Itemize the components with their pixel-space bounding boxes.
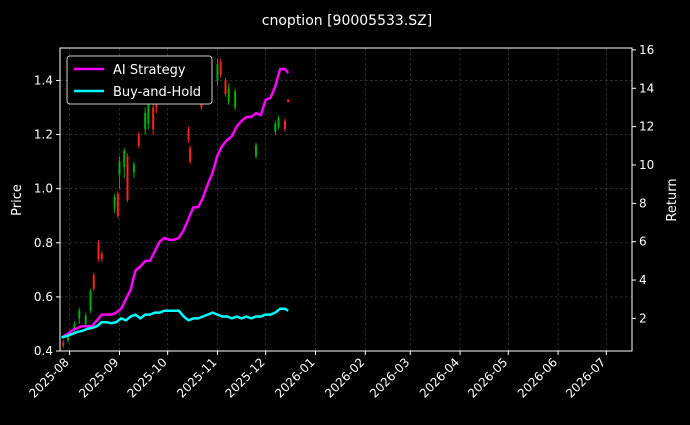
left-tick-label: 0.8 <box>34 236 53 250</box>
series-lines <box>60 67 290 339</box>
candle-body <box>89 291 92 311</box>
candle-body <box>126 156 129 200</box>
candle-body <box>187 129 190 140</box>
candle-body <box>283 121 286 130</box>
candle-body <box>97 242 100 260</box>
candle-body <box>152 107 155 130</box>
candle-body <box>219 61 222 76</box>
candle-body <box>189 148 192 162</box>
candle-body <box>255 145 258 157</box>
series-line-buy-and-hold <box>61 307 289 339</box>
right-tick-label: 6 <box>639 235 647 249</box>
candle-body <box>78 310 81 319</box>
right-tick-label: 12 <box>639 120 654 134</box>
right-tick-label: 2 <box>639 311 647 325</box>
candle-body <box>73 323 76 330</box>
left-tick-label: 1.0 <box>34 182 53 196</box>
left-tick-label: 0.4 <box>34 344 53 358</box>
candle-body <box>113 196 116 208</box>
legend-label-ai-strategy: AI Strategy <box>113 63 186 78</box>
right-tick-label: 16 <box>639 43 654 57</box>
candle-body <box>62 342 65 346</box>
chart-title: cnoption [90005533.SZ] <box>262 13 432 29</box>
candle-body <box>224 80 227 94</box>
candle-body <box>144 112 147 130</box>
legend-label-buy-and-hold: Buy-and-Hold <box>113 85 201 100</box>
right-tick-label: 4 <box>639 273 647 287</box>
candle-body <box>67 337 70 341</box>
candle-body <box>216 64 219 81</box>
candle-body <box>118 161 121 176</box>
right-tick-label: 8 <box>639 196 647 210</box>
right-axis-label: Return <box>665 178 680 221</box>
candle-body <box>147 99 150 124</box>
candle-body <box>234 91 237 108</box>
legend: AI Strategy Buy-and-Hold <box>66 55 213 105</box>
left-tick-label: 0.6 <box>34 290 53 304</box>
right-tick-label: 10 <box>639 158 654 172</box>
left-tick-label: 1.2 <box>34 128 53 142</box>
series-line-ai-strategy <box>60 67 290 339</box>
candle-body <box>84 315 87 324</box>
candle-body <box>287 99 290 103</box>
left-axis-label: Price <box>10 184 25 216</box>
candle-body <box>274 123 277 132</box>
left-tick-label: 1.4 <box>34 73 53 87</box>
candle-body <box>227 88 230 103</box>
candle-body <box>116 194 119 216</box>
candle-body <box>100 253 103 260</box>
plot-frame <box>59 47 633 352</box>
candle-body <box>137 134 140 146</box>
right-tick-label: 14 <box>639 81 654 95</box>
candle-body <box>123 150 126 168</box>
candle-body <box>92 275 95 289</box>
candle-body <box>132 164 135 173</box>
candle-body <box>277 118 280 127</box>
